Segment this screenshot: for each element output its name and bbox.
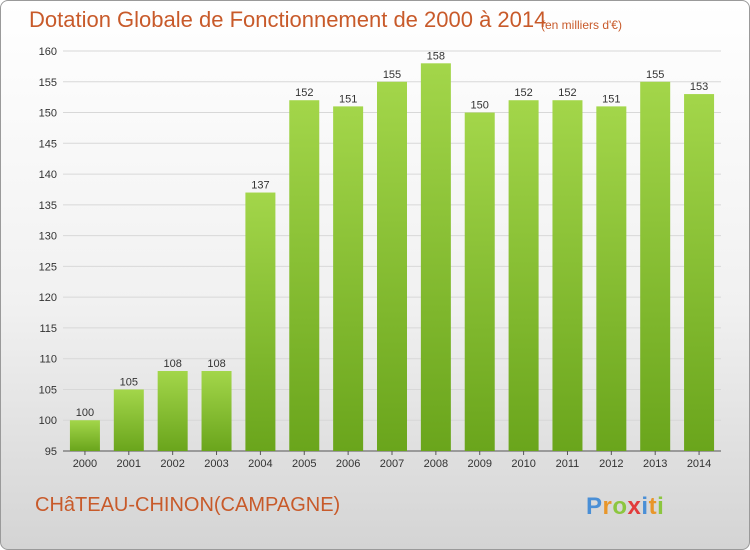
- bar-2003: [201, 371, 232, 451]
- x-tick-label: 2005: [292, 458, 316, 470]
- value-label-2006: 151: [339, 93, 357, 105]
- x-tick-label: 2011: [556, 458, 580, 470]
- y-tick-label: 105: [39, 384, 57, 396]
- bar-2007: [377, 81, 407, 452]
- x-tick-label: 2014: [687, 458, 711, 470]
- x-tick-label: 2012: [599, 458, 623, 470]
- y-tick-label: 120: [39, 292, 57, 304]
- bar-2000: [69, 420, 100, 451]
- value-label-2001: 105: [120, 376, 138, 388]
- y-tick-label: 100: [39, 415, 57, 427]
- x-tick-label: 2000: [73, 458, 97, 470]
- value-label-2010: 152: [514, 87, 532, 99]
- bar-2005: [289, 100, 320, 451]
- value-labels: 100 105 108 108 137 152 151 155 158 150 152 152 151 1…: [76, 50, 708, 419]
- x-tick-label: 2007: [380, 458, 404, 470]
- x-tick-label: 2009: [467, 458, 491, 470]
- y-tick-label: 135: [39, 200, 57, 212]
- x-tick-label: 2013: [643, 458, 667, 470]
- y-tick-label: 125: [39, 261, 57, 273]
- x-axis-ticks: 2000 2001 2002 2003 2004 2005 2006 2007 2008 2009…: [73, 451, 711, 470]
- value-label-2008: 158: [427, 50, 445, 62]
- y-tick-label: 115: [39, 323, 57, 335]
- y-tick-label: 145: [39, 138, 57, 150]
- y-axis-ticks: 95 100 105 110 115 120 125 130 135 140 145 150 155 16…: [39, 46, 57, 458]
- x-tick-label: 2010: [511, 458, 535, 470]
- bar-2009: [464, 112, 495, 452]
- x-tick-label: 2004: [248, 458, 272, 470]
- value-label-2007: 155: [383, 69, 401, 81]
- chart-title: Dotation Globale de Fonctionnement de 20…: [29, 7, 547, 32]
- bar-2013: [640, 81, 671, 452]
- x-tick-label: 2002: [160, 458, 184, 470]
- y-tick-label: 110: [39, 354, 57, 366]
- value-label-2003: 108: [207, 358, 225, 370]
- value-label-2000: 100: [76, 407, 94, 419]
- chart-subtitle: (en milliers d'€): [541, 18, 622, 32]
- value-label-2012: 151: [602, 93, 620, 105]
- value-label-2009: 150: [471, 100, 489, 112]
- y-tick-label: 140: [39, 169, 57, 181]
- value-label-2014: 153: [690, 81, 708, 93]
- x-tick-label: 2001: [117, 458, 141, 470]
- value-label-2004: 137: [251, 180, 269, 192]
- bars: [69, 63, 715, 452]
- bar-2010: [508, 100, 539, 451]
- value-label-2011: 152: [558, 87, 576, 99]
- x-tick-label: 2006: [336, 458, 360, 470]
- y-tick-label: 160: [39, 46, 57, 58]
- y-tick-label: 130: [39, 231, 57, 243]
- bar-2001: [113, 389, 144, 451]
- bar-2014: [684, 94, 715, 452]
- value-label-2005: 152: [295, 87, 313, 99]
- bar-2012: [596, 106, 627, 451]
- y-tick-label: 155: [39, 77, 57, 89]
- y-tick-label: 150: [39, 108, 57, 120]
- proxiti-logo[interactable]: Proxiti: [586, 493, 665, 520]
- value-label-2013: 155: [646, 69, 664, 81]
- bar-2004: [245, 192, 276, 452]
- x-tick-label: 2003: [204, 458, 228, 470]
- y-tick-label: 95: [45, 446, 57, 458]
- value-label-2002: 108: [163, 358, 181, 370]
- x-tick-label: 2008: [424, 458, 448, 470]
- bar-2006: [333, 106, 364, 451]
- bar-2002: [157, 371, 188, 451]
- commune-name: CHâTEAU-CHINON(CAMPAGNE): [35, 494, 341, 516]
- bar-2011: [552, 100, 583, 451]
- bar-2008: [420, 63, 451, 452]
